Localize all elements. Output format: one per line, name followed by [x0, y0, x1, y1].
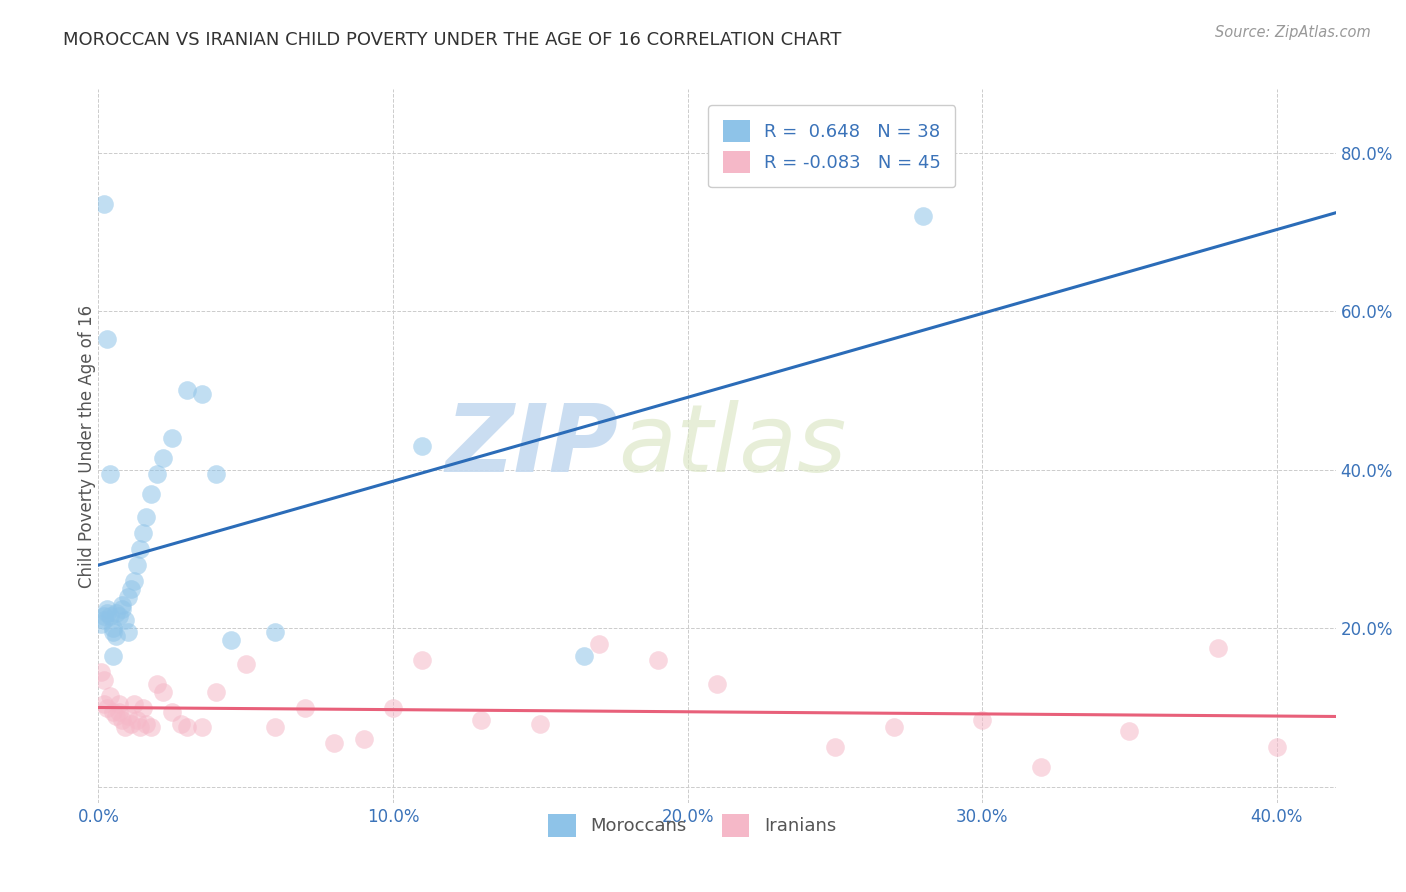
Point: [108, 705, 131, 719]
Point: [93, 673, 115, 687]
Point: [108, 609, 131, 624]
Point: [96, 601, 118, 615]
Point: [411, 653, 433, 667]
Point: [122, 697, 145, 711]
Point: [135, 716, 157, 731]
Point: [128, 542, 150, 557]
Point: [101, 625, 124, 640]
Point: [111, 601, 134, 615]
Point: [114, 614, 136, 628]
Point: [135, 510, 157, 524]
Point: [101, 705, 124, 719]
Point: [883, 721, 905, 735]
Point: [131, 700, 153, 714]
Point: [120, 582, 142, 596]
Point: [972, 713, 994, 727]
Point: [382, 700, 405, 714]
Point: [160, 431, 183, 445]
Point: [96, 700, 118, 714]
Point: [141, 486, 163, 500]
Point: [146, 467, 169, 481]
Point: [96, 332, 118, 346]
Point: [160, 705, 183, 719]
Point: [125, 558, 148, 572]
Text: MOROCCAN VS IRANIAN CHILD POVERTY UNDER THE AGE OF 16 CORRELATION CHART: MOROCCAN VS IRANIAN CHILD POVERTY UNDER …: [63, 31, 842, 49]
Point: [647, 653, 669, 667]
Point: [93, 609, 115, 624]
Point: [411, 439, 433, 453]
Point: [93, 197, 115, 211]
Point: [1206, 641, 1229, 656]
Point: [122, 574, 145, 588]
Point: [152, 450, 174, 465]
Point: [111, 713, 134, 727]
Point: [529, 716, 551, 731]
Point: [146, 677, 169, 691]
Point: [176, 721, 198, 735]
Point: [235, 657, 257, 671]
Point: [125, 713, 148, 727]
Point: [470, 713, 492, 727]
Text: atlas: atlas: [619, 401, 846, 491]
Point: [264, 625, 287, 640]
Point: [128, 721, 150, 735]
Point: [353, 732, 375, 747]
Point: [105, 708, 128, 723]
Point: [120, 716, 142, 731]
Point: [117, 708, 139, 723]
Y-axis label: Child Poverty Under the Age of 16: Child Poverty Under the Age of 16: [79, 304, 96, 588]
Point: [141, 721, 163, 735]
Point: [96, 606, 118, 620]
Point: [98, 467, 121, 481]
Text: ZIP: ZIP: [446, 400, 619, 492]
Point: [205, 685, 228, 699]
Point: [131, 526, 153, 541]
Point: [152, 685, 174, 699]
Point: [105, 606, 128, 620]
Point: [1118, 724, 1140, 739]
Point: [93, 614, 115, 628]
Point: [190, 387, 212, 401]
Point: [176, 384, 198, 398]
Point: [190, 721, 212, 735]
Point: [1029, 760, 1052, 774]
Point: [101, 649, 124, 664]
Point: [101, 621, 124, 635]
Point: [111, 598, 134, 612]
Point: [117, 625, 139, 640]
Text: Source: ZipAtlas.com: Source: ZipAtlas.com: [1215, 25, 1371, 40]
Point: [1265, 740, 1288, 755]
Point: [912, 209, 935, 223]
Point: [219, 633, 242, 648]
Point: [706, 677, 728, 691]
Point: [264, 721, 287, 735]
Point: [108, 697, 131, 711]
Point: [170, 716, 193, 731]
Point: [90, 617, 112, 632]
Point: [117, 590, 139, 604]
Point: [588, 637, 610, 651]
Point: [574, 649, 596, 664]
Point: [294, 700, 316, 714]
Point: [824, 740, 846, 755]
Point: [114, 721, 136, 735]
Point: [205, 467, 228, 481]
Point: [90, 665, 112, 679]
Point: [93, 697, 115, 711]
Point: [98, 609, 121, 624]
Legend: Moroccans, Iranians: Moroccans, Iranians: [541, 807, 844, 844]
Point: [98, 689, 121, 703]
Point: [105, 629, 128, 643]
Point: [323, 736, 346, 750]
